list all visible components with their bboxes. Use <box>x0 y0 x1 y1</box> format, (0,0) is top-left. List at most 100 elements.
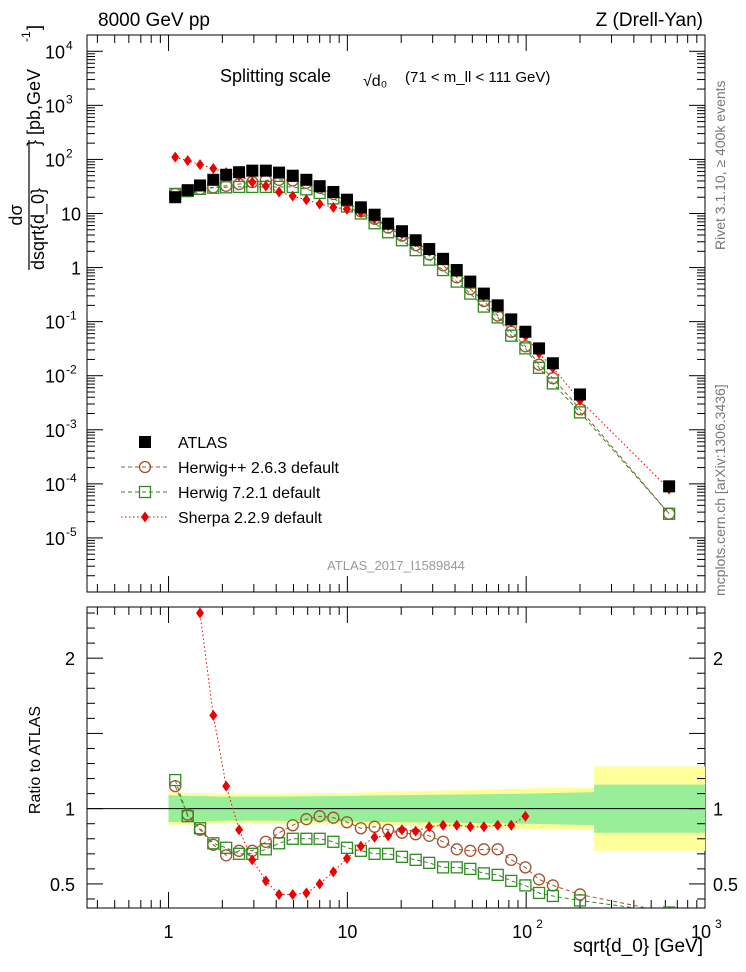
main-series-point <box>368 208 381 221</box>
ratio-y-tick-label: 1 <box>65 800 75 820</box>
ratio-series-point <box>340 816 354 829</box>
ratio-series-line <box>174 785 650 908</box>
ratio-series-point <box>171 126 179 137</box>
main-series-point <box>220 168 233 181</box>
main-series-point <box>491 299 504 312</box>
main-series-point <box>505 329 518 342</box>
ratio-series-point <box>452 819 461 831</box>
plot-title: Splitting scale √d₀ (71 < m_ll < 111 GeV… <box>220 66 550 90</box>
main-series-point <box>663 480 676 493</box>
ratio-series-point <box>288 888 297 900</box>
main-series-point <box>288 190 297 202</box>
ratio-series-point <box>259 835 272 848</box>
ratio-series-point <box>368 847 381 860</box>
ratio-series-point <box>450 843 463 856</box>
ratio-series-point <box>397 824 406 836</box>
main-series-point <box>286 169 299 182</box>
ratio-series-point <box>464 844 477 857</box>
main-series-point <box>183 155 192 167</box>
main-series-point <box>275 186 284 198</box>
main-series-point <box>220 181 233 194</box>
main-series-line <box>175 179 670 515</box>
mcplots-label: mcplots.cern.ch [arXiv:1306.3436] <box>712 384 728 596</box>
legend-marker <box>138 460 152 474</box>
legend-label: Sherpa 2.2.9 default <box>178 510 323 527</box>
main-series-point <box>437 252 450 265</box>
ratio-series-point <box>261 875 270 887</box>
x-tick-label: 1 <box>164 922 174 942</box>
y-tick-label: 10 <box>45 42 65 62</box>
main-series-point <box>464 275 477 288</box>
main-series-point <box>409 234 422 247</box>
main-series-point <box>196 159 205 171</box>
y-tick-exponent: 4 <box>66 38 73 52</box>
x-tick-exponent: 3 <box>715 917 722 931</box>
y-tick-label: 10 <box>61 204 81 224</box>
ratio-series-point <box>220 841 233 854</box>
ratio-series-point <box>436 835 450 848</box>
ratio-series-point <box>436 861 450 874</box>
ratio-series-point <box>532 873 546 886</box>
main-series-point <box>533 342 546 355</box>
ratio-series-point <box>354 822 368 835</box>
main-series-point <box>261 180 270 192</box>
legend: ATLAS Herwig++ 2.6.3 default Herwig 7.2.1 … <box>121 435 340 527</box>
y-tick-exponent: -5 <box>66 525 77 539</box>
ratio-series-point <box>181 810 194 823</box>
ratio-y-tick-label: 0.5 <box>50 875 75 895</box>
ratio-series-point <box>315 878 324 890</box>
ratio-series-point <box>302 887 311 899</box>
ratio-series-point <box>464 862 477 876</box>
ratio-series-point <box>248 854 257 866</box>
x-axis-label: sqrt{d_0} [GeV] <box>573 936 703 957</box>
ylabel-denominator: dsqrt{d_0} <box>28 188 49 270</box>
legend-label: Herwig 7.2.1 default <box>178 485 321 502</box>
main-series-point <box>207 173 220 186</box>
ratio-series-point <box>327 835 340 848</box>
ratio-y-tick-label-right: 1 <box>713 800 723 820</box>
main-series-point <box>169 191 182 204</box>
ratio-series-point <box>286 832 299 845</box>
y-tick-exponent: -4 <box>66 471 77 485</box>
ratio-series-point <box>466 821 475 833</box>
x-tick-label: 10 <box>512 922 532 942</box>
legend-marker <box>139 436 151 448</box>
y-tick-label: 10 <box>45 150 65 170</box>
ratio-series-point <box>259 843 272 856</box>
ratio-series-point <box>425 821 434 833</box>
y-tick-label: 10 <box>45 96 65 116</box>
main-series-point <box>342 203 351 215</box>
ratio-series-point <box>505 853 518 866</box>
ratio-data-layer <box>169 126 676 908</box>
ratio-series-point <box>381 847 395 860</box>
main-series-point <box>302 194 311 206</box>
main-y-axis-label: dσ dsqrt{d_0} } [pb,GeV -1 ] <box>6 25 49 270</box>
main-series-point <box>313 180 326 193</box>
ratio-series-point <box>491 843 504 856</box>
x-tick-label: 10 <box>337 922 357 942</box>
ratio-x-ticks: 1 10 10 2 10 3 <box>96 607 722 942</box>
ratio-series-point <box>411 825 420 837</box>
main-series-point <box>546 357 559 370</box>
main-series-point <box>450 264 463 277</box>
ratio-series-point <box>209 709 218 721</box>
ratio-panel-frame <box>86 606 706 909</box>
main-series-point <box>573 406 587 419</box>
ratio-series-point <box>313 832 326 845</box>
ratio-series-point <box>477 843 491 856</box>
main-series-point <box>662 507 676 520</box>
main-series-line <box>175 186 670 515</box>
ratio-series-point <box>196 607 205 619</box>
title-main: Splitting scale <box>220 66 331 86</box>
main-series-point <box>209 162 218 174</box>
ratio-y-tick-label-right: 2 <box>713 649 723 669</box>
main-series-point <box>340 193 353 206</box>
main-series-point <box>315 198 324 210</box>
ratio-series-point <box>409 853 422 866</box>
ratio-series-point <box>491 868 504 882</box>
ratio-series-point <box>342 852 351 864</box>
ratio-series-point <box>272 837 286 850</box>
ratio-y-ticks: 0.5 0.5 1 1 2 2 <box>50 612 738 900</box>
y-tick-exponent: -1 <box>66 309 77 323</box>
